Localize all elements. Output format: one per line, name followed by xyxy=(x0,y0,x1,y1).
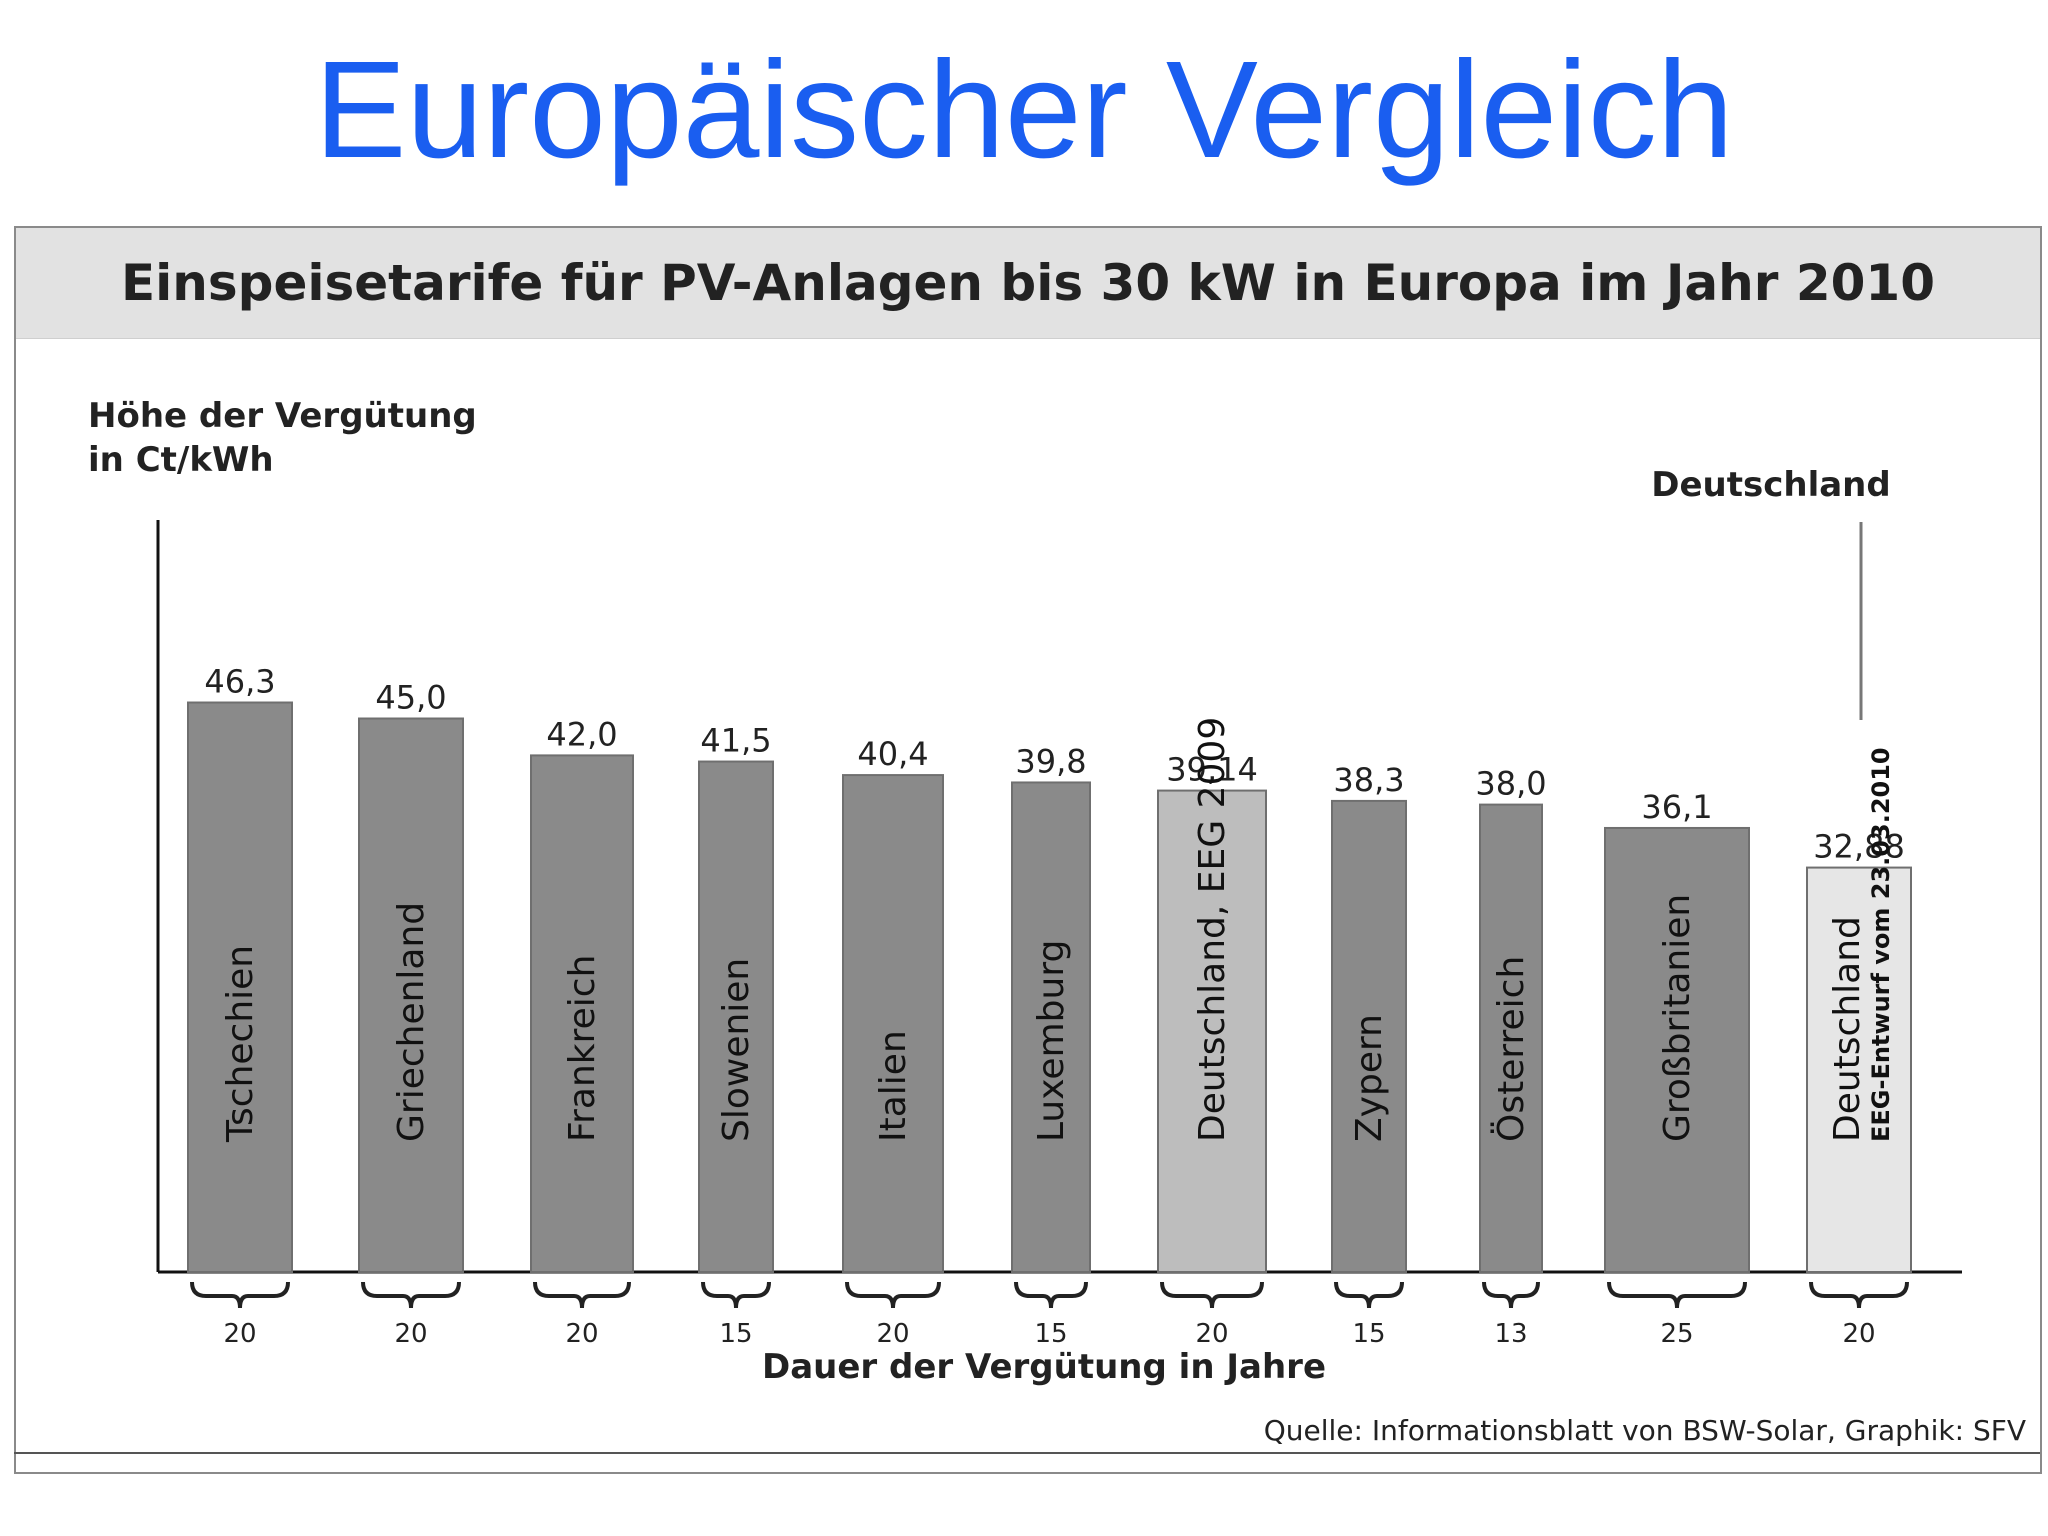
duration-label: 15 xyxy=(719,1319,752,1349)
source-note: Quelle: Informationsblatt von BSW-Solar,… xyxy=(1263,1414,2026,1447)
bar-value-label: 36,1 xyxy=(1641,788,1712,826)
bar-value-label: 38,0 xyxy=(1475,765,1546,803)
bar-value-label: 40,4 xyxy=(857,735,928,773)
bar-category-label: Zypern xyxy=(1349,1014,1390,1142)
bar-category-label: Slowenien xyxy=(716,958,757,1142)
bar xyxy=(698,760,774,1273)
bar-category-label: Großbritanien xyxy=(1657,894,1698,1142)
bar-value-label: 41,5 xyxy=(700,722,771,760)
bar-value-label: 45,0 xyxy=(375,679,446,717)
bar-category-label: Luxemburg xyxy=(1031,940,1072,1142)
bar-category-label: Italien xyxy=(873,1030,914,1142)
bar xyxy=(842,774,944,1274)
bar xyxy=(1806,866,1912,1273)
duration-brace xyxy=(1482,1281,1540,1309)
duration-brace xyxy=(701,1281,771,1309)
bar xyxy=(1604,826,1750,1273)
duration-brace xyxy=(190,1281,290,1309)
bar-category-label: Österreich xyxy=(1490,956,1532,1142)
duration-label: 20 xyxy=(565,1319,598,1349)
chart-header-band: Einspeisetarife für PV-Anlagen bis 30 kW… xyxy=(16,228,2040,339)
bar-category-label: Deutschland, EEG 2009 xyxy=(1192,717,1233,1142)
duration-brace xyxy=(533,1281,631,1309)
duration-brace xyxy=(1014,1281,1088,1309)
duration-brace xyxy=(1160,1281,1264,1309)
y-axis-label-line1: Höhe der Vergütung xyxy=(88,396,477,436)
duration-label: 20 xyxy=(1842,1319,1875,1349)
duration-brace xyxy=(1809,1281,1909,1309)
bar-category-label: Deutschland xyxy=(1827,916,1868,1142)
duration-label: 13 xyxy=(1494,1319,1527,1349)
duration-label: 15 xyxy=(1034,1319,1067,1349)
duration-brace xyxy=(1607,1281,1747,1309)
bar-chart: 46,3 Tschechien 20 45,0 Griechenland 20 42,0 Fr… xyxy=(156,465,1962,1387)
duration-label: 25 xyxy=(1660,1319,1693,1349)
duration-label: 20 xyxy=(1195,1319,1228,1349)
bar-category-label: Frankreich xyxy=(562,955,603,1142)
duration-brace xyxy=(1334,1281,1404,1309)
bar-value-label: 42,0 xyxy=(546,715,617,753)
footer-rule xyxy=(14,1452,2040,1454)
chart-title: Einspeisetarife für PV-Anlagen bis 30 kW… xyxy=(121,254,1935,312)
duration-label: 20 xyxy=(223,1319,256,1349)
duration-brace xyxy=(361,1281,461,1309)
bar xyxy=(187,701,293,1273)
bar-category-label: Griechenland xyxy=(391,902,432,1142)
bar-value-label: 39,14 xyxy=(1166,751,1258,789)
bar xyxy=(1157,789,1267,1273)
y-axis-label-line2: in Ct/kWh xyxy=(88,440,274,480)
bar-category-label: Tschechien xyxy=(220,945,261,1143)
bar xyxy=(530,754,634,1273)
bar-value-label: 32,88 xyxy=(1813,828,1905,866)
duration-label: 20 xyxy=(394,1319,427,1349)
duration-label: 20 xyxy=(876,1319,909,1349)
bar-value-label: 38,3 xyxy=(1333,761,1404,799)
annotation-label: Deutschland xyxy=(1651,465,1890,505)
bar-category-sublabel: EEG-Entwurf vom 23.03.2010 xyxy=(1867,747,1895,1142)
chart-panel: Einspeisetarife für PV-Anlagen bis 30 kW… xyxy=(14,226,2042,1474)
bar-value-label: 46,3 xyxy=(204,663,275,701)
bar-value-label: 39,8 xyxy=(1015,742,1086,780)
bar xyxy=(1479,803,1543,1273)
duration-label: 15 xyxy=(1352,1319,1385,1349)
duration-brace xyxy=(845,1281,941,1309)
x-axis-title: Dauer der Vergütung in Jahre xyxy=(762,1347,1326,1387)
bar xyxy=(358,717,464,1273)
bar xyxy=(1011,781,1091,1274)
slide-title: Europäischer Vergleich xyxy=(314,33,1734,187)
bar xyxy=(1331,799,1407,1273)
